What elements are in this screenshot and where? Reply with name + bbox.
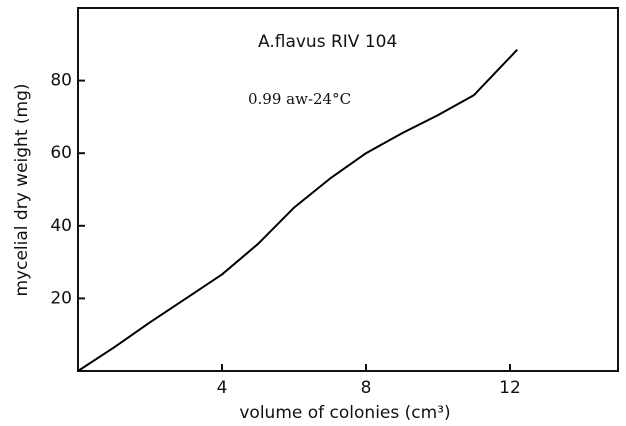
x-axis-label: volume of colonies (cm³) [239, 403, 450, 423]
x-tick-label: 4 [217, 378, 228, 398]
y-tick-label: 40 [50, 216, 72, 236]
y-tick-label: 20 [50, 288, 72, 308]
y-tick-label: 60 [50, 143, 72, 163]
annotation: A.flavus RIV 104 [258, 32, 397, 52]
y-tick-label: 80 [50, 71, 72, 91]
plot-frame [77, 7, 619, 372]
data-line [77, 49, 518, 372]
x-tick-label: 8 [361, 378, 372, 398]
x-tick-label: 12 [499, 378, 521, 398]
annotation: 0.99 aw-24°C [248, 90, 351, 108]
y-axis-label: mycelial dry weight (mg) [12, 84, 32, 297]
